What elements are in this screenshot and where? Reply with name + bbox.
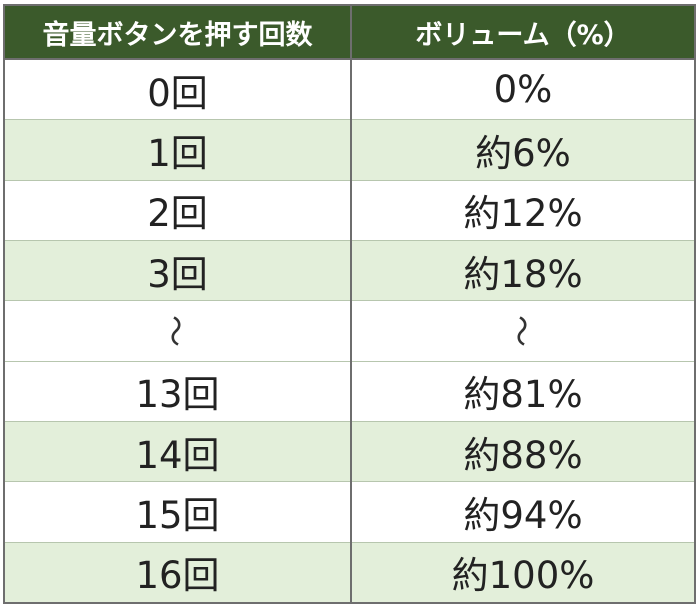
table-row: 16回 約100% [5, 542, 694, 602]
cell-presses: 0回 [5, 59, 352, 121]
table-header: 音量ボタンを押す回数 ボリューム（%） [5, 6, 694, 60]
cell-volume: 約88% [351, 421, 694, 483]
table-body: 0回 0% 1回 約6% 2回 約12% 3回 約18% 〜 〜 13回 約81… [5, 59, 694, 602]
ellipsis-mark: 〜 [501, 314, 540, 347]
cell-volume: 約18% [351, 240, 694, 302]
cell-volume: 約81% [351, 361, 694, 422]
table-row: 13回 約81% [5, 361, 694, 422]
cell-volume: 0% [351, 59, 694, 121]
table-row: 2回 約12% [5, 180, 694, 242]
ellipsis-mark: 〜 [156, 314, 195, 347]
cell-presses: 15回 [5, 481, 352, 543]
volume-table-container: 音量ボタンを押す回数 ボリューム（%） 0回 0% 1回 約6% 2回 約12%… [3, 4, 696, 604]
table-row: 14回 約88% [5, 421, 694, 483]
cell-volume: 約6% [351, 119, 694, 181]
cell-volume-ellipsis: 〜 [351, 300, 694, 362]
cell-presses: 1回 [5, 119, 352, 181]
cell-presses: 13回 [5, 361, 352, 422]
header-presses: 音量ボタンを押す回数 [5, 6, 352, 60]
cell-volume: 約94% [351, 481, 694, 543]
header-volume: ボリューム（%） [351, 6, 694, 60]
cell-volume: 約100% [351, 542, 694, 602]
table-row: 1回 約6% [5, 119, 694, 181]
cell-presses-ellipsis: 〜 [5, 300, 352, 362]
cell-volume: 約12% [351, 180, 694, 242]
cell-presses: 16回 [5, 542, 352, 602]
header-row: 音量ボタンを押す回数 ボリューム（%） [5, 6, 694, 60]
volume-table: 音量ボタンを押す回数 ボリューム（%） 0回 0% 1回 約6% 2回 約12%… [5, 6, 694, 602]
cell-presses: 14回 [5, 421, 352, 483]
table-row: 0回 0% [5, 59, 694, 121]
cell-presses: 3回 [5, 240, 352, 302]
table-row: 15回 約94% [5, 481, 694, 543]
table-row-ellipsis: 〜 〜 [5, 300, 694, 362]
cell-presses: 2回 [5, 180, 352, 242]
table-row: 3回 約18% [5, 240, 694, 302]
